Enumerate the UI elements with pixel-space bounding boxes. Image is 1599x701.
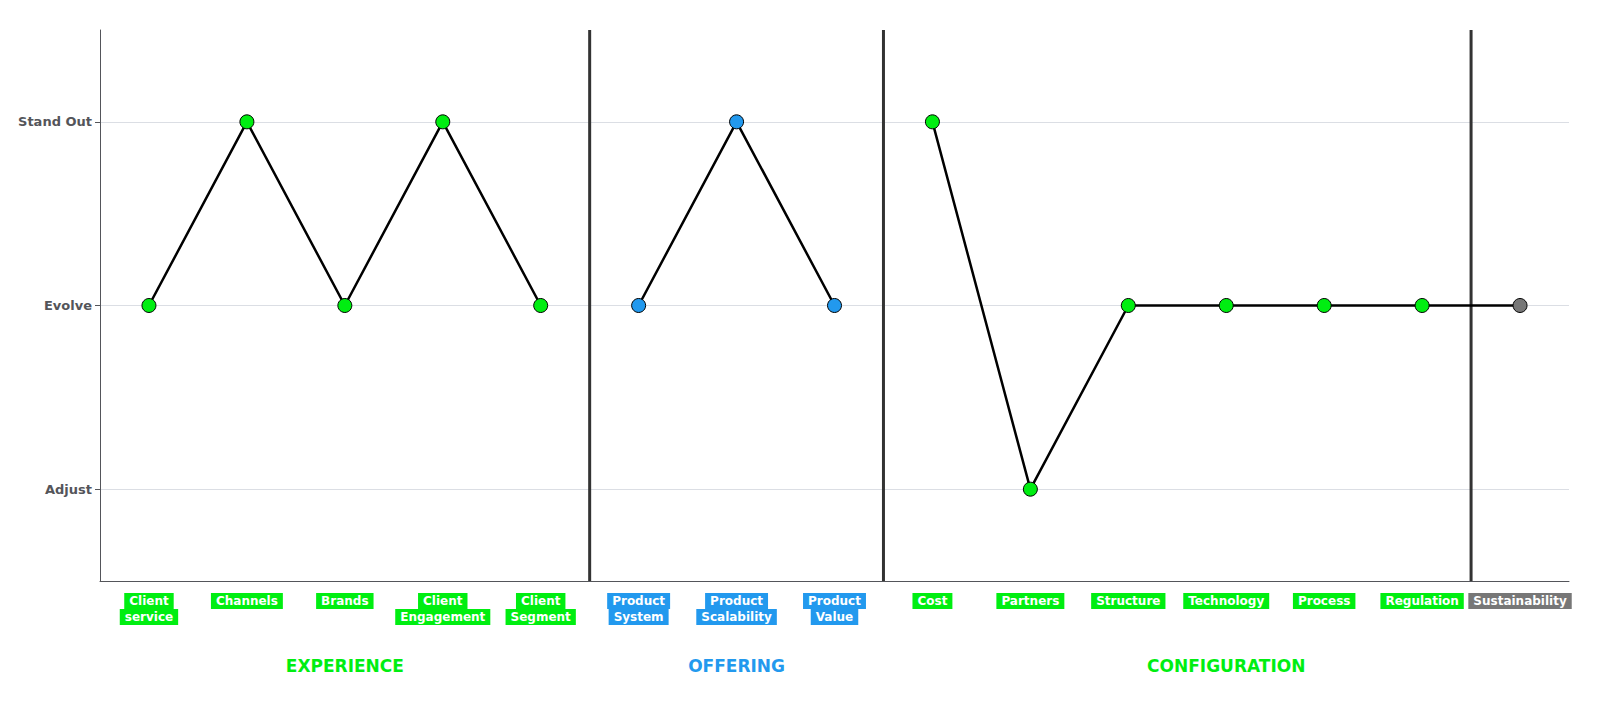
svg-text:Client: Client — [129, 594, 169, 608]
svg-text:OFFERING: OFFERING — [688, 656, 785, 676]
svg-text:Sustainability: Sustainability — [1473, 594, 1567, 608]
svg-text:Client: Client — [521, 594, 561, 608]
svg-text:Process: Process — [1298, 594, 1351, 608]
svg-text:System: System — [614, 610, 664, 624]
svg-text:CONFIGURATION: CONFIGURATION — [1147, 656, 1305, 676]
svg-text:Stand Out: Stand Out — [18, 114, 92, 129]
svg-text:EXPERIENCE: EXPERIENCE — [286, 656, 404, 676]
svg-text:Technology: Technology — [1188, 594, 1264, 608]
svg-text:Product: Product — [612, 594, 665, 608]
svg-text:Evolve: Evolve — [44, 298, 92, 313]
svg-text:Regulation: Regulation — [1385, 594, 1458, 608]
svg-text:Scalability: Scalability — [701, 610, 772, 624]
svg-text:Segment: Segment — [511, 610, 572, 624]
svg-text:service: service — [125, 610, 173, 624]
svg-text:Partners: Partners — [1001, 594, 1059, 608]
svg-text:Adjust: Adjust — [45, 482, 92, 497]
svg-text:Engagement: Engagement — [400, 610, 485, 624]
svg-text:Structure: Structure — [1096, 594, 1160, 608]
svg-text:Cost: Cost — [917, 594, 947, 608]
svg-text:Client: Client — [423, 594, 463, 608]
svg-text:Product: Product — [710, 594, 763, 608]
svg-text:Value: Value — [816, 610, 854, 624]
svg-text:Product: Product — [808, 594, 861, 608]
svg-text:Channels: Channels — [216, 594, 278, 608]
svg-text:Brands: Brands — [321, 594, 368, 608]
